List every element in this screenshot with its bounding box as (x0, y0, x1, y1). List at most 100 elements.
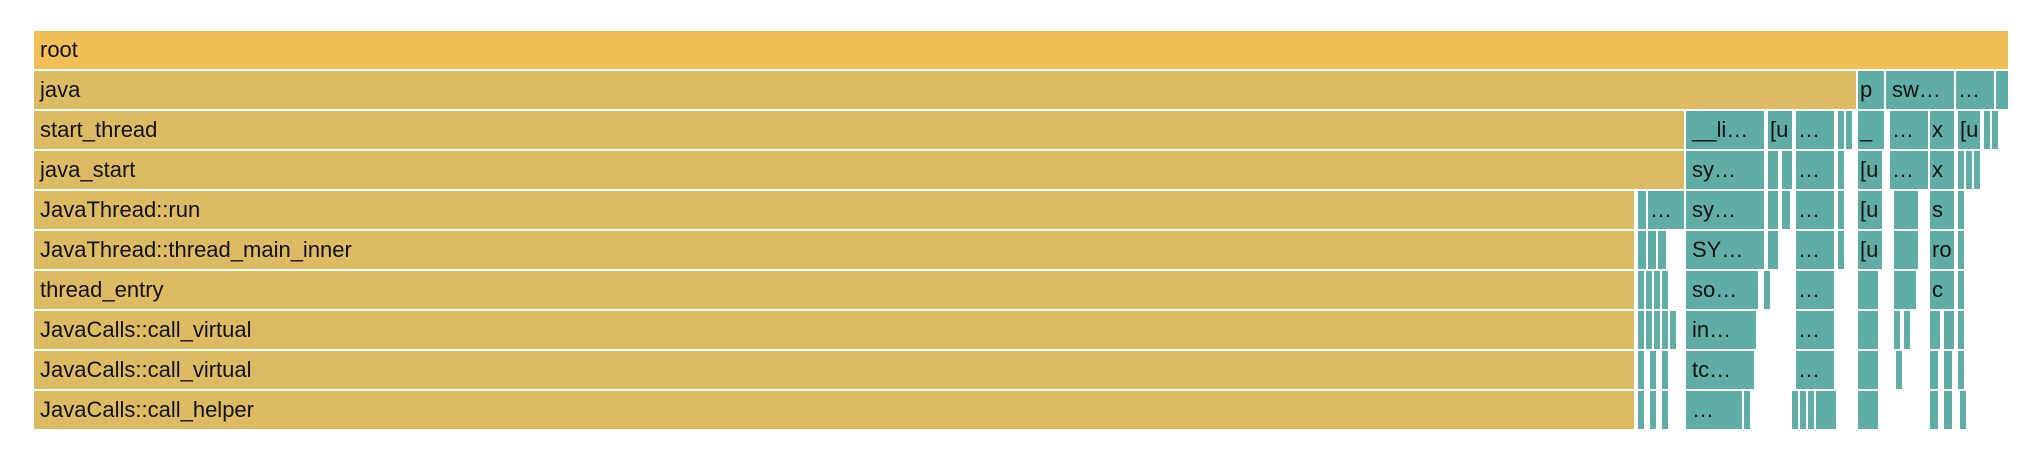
flame-frame[interactable] (1894, 271, 1916, 309)
flame-frame[interactable]: tc… (1686, 351, 1754, 389)
flame-frame[interactable] (1858, 351, 1878, 389)
flame-frame[interactable] (1984, 111, 1990, 149)
flame-frame[interactable] (1904, 311, 1910, 349)
flame-frame[interactable]: [u (1858, 191, 1882, 229)
flame-frame[interactable] (1648, 231, 1656, 269)
flame-frame-root[interactable]: root (34, 31, 2008, 69)
flame-frame[interactable] (1846, 111, 1852, 149)
flame-frame[interactable] (1838, 151, 1844, 189)
flame-frame[interactable]: [u (1958, 111, 1980, 149)
flame-frame[interactable] (1808, 391, 1814, 429)
flame-frame[interactable] (1858, 271, 1878, 309)
flame-frame[interactable] (1930, 311, 1940, 349)
flame-frame[interactable] (1638, 231, 1646, 269)
flame-frame[interactable]: sy… (1686, 151, 1764, 189)
flame-frame[interactable] (1768, 191, 1778, 229)
flame-frame[interactable] (1966, 151, 1972, 189)
flame-frame[interactable] (1930, 391, 1938, 429)
flame-frame[interactable]: JavaThread::run (34, 191, 1634, 229)
flame-frame[interactable] (1658, 231, 1666, 269)
flame-frame[interactable] (1782, 191, 1790, 229)
flame-frame[interactable] (1782, 151, 1792, 189)
flame-frame[interactable]: so… (1686, 271, 1758, 309)
flame-frame[interactable]: … (1796, 191, 1834, 229)
flame-frame[interactable]: java (34, 71, 1856, 109)
flame-frame[interactable] (1958, 311, 1964, 349)
flame-frame[interactable] (1974, 151, 1980, 189)
flame-frame[interactable]: sw… (1886, 71, 1954, 109)
flame-frame[interactable]: JavaCalls::call_virtual (34, 351, 1634, 389)
flame-frame[interactable]: sy… (1686, 191, 1764, 229)
flame-frame[interactable] (1662, 351, 1668, 389)
flame-frame[interactable] (1958, 151, 1964, 189)
flame-frame[interactable]: JavaCalls::call_helper (34, 391, 1634, 429)
flame-frame[interactable] (1858, 391, 1878, 429)
flame-frame[interactable] (1944, 391, 1952, 429)
flame-frame[interactable] (1858, 311, 1878, 349)
flame-frame[interactable]: … (1796, 151, 1834, 189)
flame-frame[interactable] (1638, 271, 1644, 309)
flame-frame[interactable] (1638, 311, 1644, 349)
flame-frame[interactable]: start_thread (34, 111, 1684, 149)
flame-frame[interactable] (1894, 191, 1918, 229)
flame-frame[interactable] (1992, 111, 1998, 149)
flame-frame[interactable]: java_start (34, 151, 1684, 189)
flame-frame[interactable]: … (1890, 151, 1928, 189)
flame-frame[interactable]: … (1796, 351, 1834, 389)
flame-frame[interactable]: x (1930, 151, 1954, 189)
flame-frame[interactable] (1764, 271, 1770, 309)
flame-frame[interactable] (1670, 311, 1676, 349)
flame-frame[interactable] (1838, 191, 1844, 229)
flame-frame[interactable] (1654, 271, 1660, 309)
flame-frame[interactable]: s (1930, 191, 1954, 229)
flame-frame[interactable]: … (1686, 391, 1742, 429)
flame-frame[interactable] (1646, 271, 1652, 309)
flame-frame[interactable] (1958, 231, 1964, 269)
flame-frame[interactable]: c (1930, 271, 1954, 309)
flame-frame[interactable] (1816, 391, 1836, 429)
flame-frame[interactable] (1662, 391, 1668, 429)
flame-frame[interactable] (1744, 391, 1750, 429)
flame-frame[interactable] (1894, 231, 1918, 269)
flame-frame[interactable] (1638, 351, 1644, 389)
flame-frame[interactable] (1662, 271, 1668, 309)
flame-frame[interactable]: … (1796, 311, 1834, 349)
flame-frame[interactable] (1638, 191, 1646, 229)
flame-frame[interactable]: … (1796, 111, 1834, 149)
flame-frame[interactable]: … (1648, 191, 1684, 229)
flame-frame[interactable]: ro (1930, 231, 1954, 269)
flame-frame[interactable]: _ (1858, 111, 1884, 149)
flame-frame[interactable]: [u (1768, 111, 1792, 149)
flame-frame[interactable] (1958, 191, 1964, 229)
flame-frame[interactable]: … (1796, 231, 1834, 269)
flame-frame[interactable] (1638, 391, 1644, 429)
flame-frame[interactable]: x (1930, 111, 1954, 149)
flame-frame[interactable]: … (1956, 71, 1994, 109)
flame-frame[interactable] (1838, 231, 1844, 269)
flame-frame[interactable] (1944, 351, 1952, 389)
flame-frame[interactable] (1958, 351, 1964, 389)
flame-frame[interactable]: SY… (1686, 231, 1764, 269)
flame-frame[interactable]: p (1858, 71, 1884, 109)
flame-frame[interactable] (1838, 111, 1844, 149)
flame-frame[interactable] (1894, 311, 1900, 349)
flame-frame[interactable] (1896, 351, 1902, 389)
flame-frame[interactable]: __li… (1686, 111, 1764, 149)
flame-frame[interactable] (1958, 271, 1964, 309)
flame-frame[interactable] (1662, 311, 1668, 349)
flame-frame[interactable]: … (1796, 271, 1834, 309)
flame-frame[interactable] (1768, 151, 1778, 189)
flame-frame[interactable]: [u (1858, 151, 1882, 189)
flame-frame[interactable] (1646, 311, 1652, 349)
flame-frame[interactable]: JavaThread::thread_main_inner (34, 231, 1634, 269)
flame-frame[interactable] (1650, 391, 1656, 429)
flame-frame[interactable] (1996, 71, 2008, 109)
flame-frame[interactable] (1960, 391, 1966, 429)
flame-frame[interactable]: in… (1686, 311, 1756, 349)
flame-frame[interactable] (1768, 231, 1778, 269)
flame-frame[interactable] (1792, 391, 1798, 429)
flame-frame[interactable] (1650, 351, 1656, 389)
flame-frame[interactable] (1800, 391, 1806, 429)
flame-frame[interactable] (1930, 351, 1938, 389)
flame-frame[interactable]: [u (1858, 231, 1882, 269)
